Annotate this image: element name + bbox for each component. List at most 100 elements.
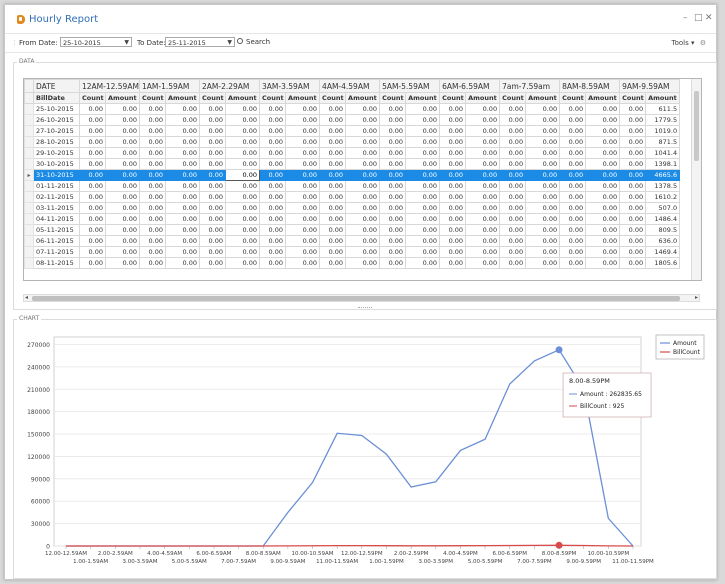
count-cell[interactable]: 0.00 bbox=[319, 147, 347, 159]
highlight-marker-billcount[interactable] bbox=[555, 541, 563, 549]
count-cell[interactable]: 0.00 bbox=[439, 246, 467, 258]
count-cell[interactable]: 0.00 bbox=[199, 147, 227, 159]
amount-cell[interactable]: 0.00 bbox=[225, 257, 261, 269]
count-cell[interactable]: 0.00 bbox=[439, 147, 467, 159]
amount-cell[interactable]: 0.00 bbox=[405, 125, 441, 137]
search-button[interactable]: Search bbox=[237, 38, 270, 46]
amount-cell[interactable]: 0.00 bbox=[285, 246, 321, 258]
count-cell[interactable]: 0.00 bbox=[79, 147, 106, 159]
count-cell[interactable]: 0.00 bbox=[319, 213, 347, 225]
amount-cell[interactable]: 0.00 bbox=[164, 213, 201, 225]
amount-cell[interactable]: 1610.2 bbox=[645, 191, 681, 203]
count-cell[interactable]: 0.00 bbox=[619, 191, 647, 203]
count-cell[interactable]: 0.00 bbox=[499, 246, 527, 258]
amount-cell[interactable]: 0.00 bbox=[405, 246, 441, 258]
count-cell[interactable]: 0.00 bbox=[439, 257, 467, 269]
count-cell[interactable]: 0.00 bbox=[259, 191, 287, 203]
count-cell[interactable]: 0.00 bbox=[559, 114, 587, 126]
hour-header[interactable]: 4AM-4.59AM bbox=[319, 79, 381, 93]
amount-cell[interactable]: 0.00 bbox=[225, 158, 261, 170]
table-row[interactable]: 06-11-2015 0.00 0.00 0.00 0.00 0.00 0.00 0.00 0.… bbox=[24, 235, 681, 247]
amount-cell[interactable]: 0.00 bbox=[585, 235, 621, 247]
count-cell[interactable]: 0.00 bbox=[199, 180, 227, 192]
amount-cell[interactable]: 0.00 bbox=[405, 147, 441, 159]
amount-cell[interactable]: 0.00 bbox=[345, 213, 381, 225]
count-cell[interactable]: 0.00 bbox=[199, 257, 227, 269]
hour-header[interactable]: 1AM-1.59AM bbox=[138, 79, 201, 93]
amount-cell[interactable]: 0.00 bbox=[405, 235, 441, 247]
amount-cell[interactable]: 0.00 bbox=[164, 125, 201, 137]
count-cell[interactable]: 0.00 bbox=[319, 169, 347, 181]
highlight-marker-amount[interactable] bbox=[555, 346, 563, 354]
amount-cell[interactable]: 0.00 bbox=[164, 235, 201, 247]
billdate-header[interactable]: BillDate bbox=[33, 92, 80, 104]
count-cell[interactable]: 0.00 bbox=[319, 202, 347, 214]
count-cell[interactable]: 0.00 bbox=[139, 235, 166, 247]
amount-cell[interactable]: 0.00 bbox=[105, 213, 140, 225]
billdate-cell[interactable]: 02-11-2015 bbox=[33, 191, 80, 203]
amount-cell[interactable]: 0.00 bbox=[525, 136, 561, 148]
amount-header[interactable]: Amount bbox=[164, 92, 201, 104]
count-cell[interactable]: 0.00 bbox=[259, 180, 287, 192]
amount-header[interactable]: Amount bbox=[345, 92, 381, 104]
count-cell[interactable]: 0.00 bbox=[79, 235, 106, 247]
count-cell[interactable]: 0.00 bbox=[379, 125, 407, 137]
table-row[interactable]: 05-11-2015 0.00 0.00 0.00 0.00 0.00 0.00 0.00 0.… bbox=[24, 224, 681, 236]
amount-cell[interactable]: 0.00 bbox=[585, 246, 621, 258]
count-cell[interactable]: 0.00 bbox=[439, 180, 467, 192]
count-header[interactable]: Count bbox=[79, 92, 106, 104]
amount-cell[interactable]: 0.00 bbox=[285, 147, 321, 159]
amount-cell[interactable]: 0.00 bbox=[585, 158, 621, 170]
amount-cell[interactable]: 871.5 bbox=[645, 136, 681, 148]
billdate-cell[interactable]: 01-11-2015 bbox=[33, 180, 80, 192]
count-cell[interactable]: 0.00 bbox=[559, 257, 587, 269]
count-header[interactable]: Count bbox=[499, 92, 527, 104]
count-cell[interactable]: 0.00 bbox=[139, 125, 166, 137]
hour-header[interactable]: 6AM-6.59AM bbox=[439, 79, 501, 93]
count-cell[interactable]: 0.00 bbox=[259, 202, 287, 214]
chevron-down-icon[interactable]: ▼ bbox=[124, 39, 129, 46]
hour-header[interactable]: 5AM-5.59AM bbox=[379, 79, 441, 93]
count-cell[interactable]: 0.00 bbox=[379, 246, 407, 258]
count-cell[interactable]: 0.00 bbox=[199, 224, 227, 236]
count-cell[interactable]: 0.00 bbox=[259, 125, 287, 137]
horizontal-scrollbar[interactable]: ◂ ▸ bbox=[23, 294, 700, 302]
count-cell[interactable]: 0.00 bbox=[559, 235, 587, 247]
count-cell[interactable]: 0.00 bbox=[559, 147, 587, 159]
amount-cell[interactable]: 0.00 bbox=[105, 202, 140, 214]
count-cell[interactable]: 0.00 bbox=[379, 235, 407, 247]
billdate-cell[interactable]: 27-10-2015 bbox=[33, 125, 80, 137]
close-button[interactable]: ✕ bbox=[705, 13, 713, 23]
amount-cell[interactable]: 636.0 bbox=[645, 235, 681, 247]
count-cell[interactable]: 0.00 bbox=[79, 202, 106, 214]
scroll-left-icon[interactable]: ◂ bbox=[25, 294, 29, 301]
amount-cell[interactable]: 0.00 bbox=[164, 136, 201, 148]
amount-cell[interactable]: 0.00 bbox=[225, 169, 261, 181]
count-cell[interactable]: 0.00 bbox=[199, 191, 227, 203]
count-header[interactable]: Count bbox=[199, 92, 227, 104]
amount-cell[interactable]: 0.00 bbox=[164, 257, 201, 269]
amount-cell[interactable]: 0.00 bbox=[465, 169, 501, 181]
amount-cell[interactable]: 0.00 bbox=[105, 125, 140, 137]
count-cell[interactable]: 0.00 bbox=[199, 169, 227, 181]
data-grid[interactable]: DATE 12AM-12.59AM 1AM-1.59AM 2AM-2.29AM 3AM… bbox=[23, 78, 702, 281]
series-line-billcount[interactable] bbox=[66, 544, 634, 547]
billdate-cell[interactable]: 26-10-2015 bbox=[33, 114, 80, 126]
count-cell[interactable]: 0.00 bbox=[139, 180, 166, 192]
count-cell[interactable]: 0.00 bbox=[559, 246, 587, 258]
amount-cell[interactable]: 0.00 bbox=[164, 224, 201, 236]
amount-cell[interactable]: 0.00 bbox=[164, 103, 201, 115]
chevron-down-icon[interactable]: ▼ bbox=[227, 39, 232, 46]
amount-cell[interactable]: 0.00 bbox=[465, 191, 501, 203]
amount-cell[interactable]: 0.00 bbox=[345, 158, 381, 170]
amount-cell[interactable]: 0.00 bbox=[105, 136, 140, 148]
amount-cell[interactable]: 1398.1 bbox=[645, 158, 681, 170]
table-row[interactable]: 08-11-2015 0.00 0.00 0.00 0.00 0.00 0.00 0.00 0.… bbox=[24, 257, 681, 269]
amount-cell[interactable]: 0.00 bbox=[405, 136, 441, 148]
amount-cell[interactable]: 0.00 bbox=[405, 114, 441, 126]
panel-splitter[interactable] bbox=[358, 307, 372, 310]
minimize-button[interactable]: – bbox=[683, 13, 688, 23]
amount-cell[interactable]: 4665.6 bbox=[645, 169, 681, 181]
billdate-cell[interactable]: 29-10-2015 bbox=[33, 147, 80, 159]
amount-cell[interactable]: 0.00 bbox=[525, 125, 561, 137]
